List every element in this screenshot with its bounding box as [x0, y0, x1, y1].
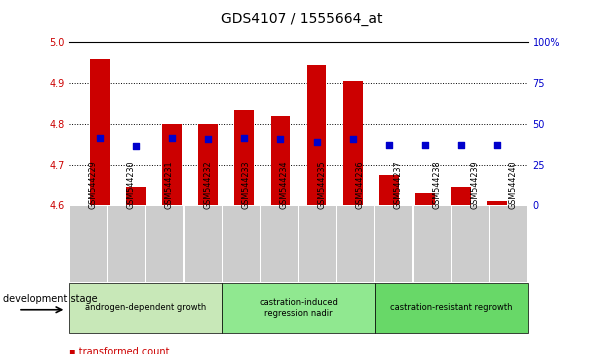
Point	[276, 137, 285, 142]
Text: GSM544236: GSM544236	[356, 160, 365, 209]
Text: GSM544239: GSM544239	[470, 160, 479, 209]
Text: GSM544234: GSM544234	[279, 160, 288, 209]
Bar	[235, 110, 254, 205]
Point	[420, 142, 429, 148]
Bar	[198, 124, 218, 205]
Bar	[415, 193, 435, 205]
Text: ▪ transformed count: ▪ transformed count	[69, 347, 170, 354]
Text: GSM544240: GSM544240	[508, 160, 517, 209]
Text: castration-resistant regrowth: castration-resistant regrowth	[390, 303, 513, 313]
Text: castration-induced
regression nadir: castration-induced regression nadir	[259, 298, 338, 318]
Point	[348, 137, 358, 142]
Point	[492, 142, 502, 148]
Bar	[126, 187, 146, 205]
Bar	[487, 201, 507, 205]
Text: GSM544229: GSM544229	[89, 160, 98, 209]
Bar	[90, 59, 110, 205]
Text: androgen-dependent growth: androgen-dependent growth	[85, 303, 206, 313]
Text: GSM544232: GSM544232	[203, 160, 212, 209]
Bar	[343, 81, 362, 205]
Text: GSM544238: GSM544238	[432, 160, 441, 209]
Text: development stage: development stage	[3, 294, 98, 304]
Bar	[306, 65, 326, 205]
Bar	[162, 124, 182, 205]
Bar	[451, 187, 471, 205]
Bar	[271, 116, 291, 205]
Text: GSM544233: GSM544233	[241, 160, 250, 209]
Point	[384, 142, 394, 148]
Point	[456, 142, 466, 148]
Text: GSM544235: GSM544235	[318, 160, 327, 209]
Point	[239, 135, 249, 141]
Point	[131, 143, 141, 149]
Point	[203, 137, 213, 142]
Text: GDS4107 / 1555664_at: GDS4107 / 1555664_at	[221, 12, 382, 27]
Point	[95, 135, 105, 141]
Point	[168, 135, 177, 141]
Text: GSM544237: GSM544237	[394, 160, 403, 209]
Bar	[379, 175, 399, 205]
Text: GSM544230: GSM544230	[127, 160, 136, 209]
Point	[312, 139, 321, 145]
Text: GSM544231: GSM544231	[165, 160, 174, 209]
